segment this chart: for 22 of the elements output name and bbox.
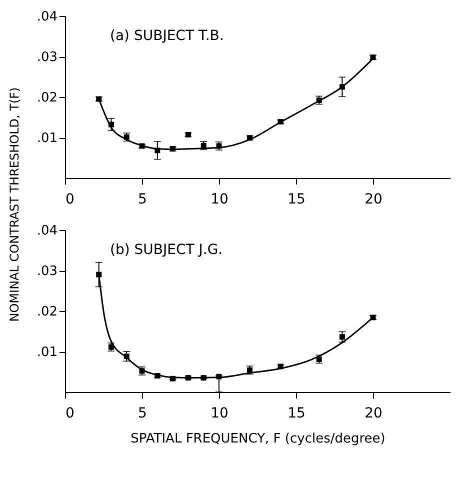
x-tick-label: 5 xyxy=(138,192,147,208)
y-tick-label: .02 xyxy=(36,90,58,106)
text: (a) SUBJECT T.B. xyxy=(110,28,224,44)
y-axis-title: NOMINAL CONTRAST THRESHOLD, T(F) xyxy=(8,87,22,322)
y-tick-label: .02 xyxy=(36,304,58,320)
x-tick-label: 15 xyxy=(288,192,306,208)
x-tick-label: 5 xyxy=(138,406,147,422)
x-tick-label: 0 xyxy=(66,406,74,422)
x-tick-label: 15 xyxy=(288,406,306,422)
y-tick-label: .01 xyxy=(36,345,58,360)
y-tick-label: .03 xyxy=(36,264,58,279)
y-tick-label: .03 xyxy=(36,50,58,65)
x-tick-label: 0 xyxy=(66,192,74,208)
y-tick-label: .04 xyxy=(36,224,58,238)
x-axis-title: SPATIAL FREQUENCY, F (cycles/degree) xyxy=(130,432,386,446)
y-tick-label: .04 xyxy=(36,10,58,24)
x-tick-label: 10 xyxy=(210,406,228,422)
y-tick-label: .01 xyxy=(36,131,58,146)
x-tick-label: 20 xyxy=(364,406,382,422)
x-tick-label: 20 xyxy=(364,192,382,208)
text: (b) SUBJECT J.G. xyxy=(110,242,223,258)
x-tick-label: 10 xyxy=(210,192,228,208)
